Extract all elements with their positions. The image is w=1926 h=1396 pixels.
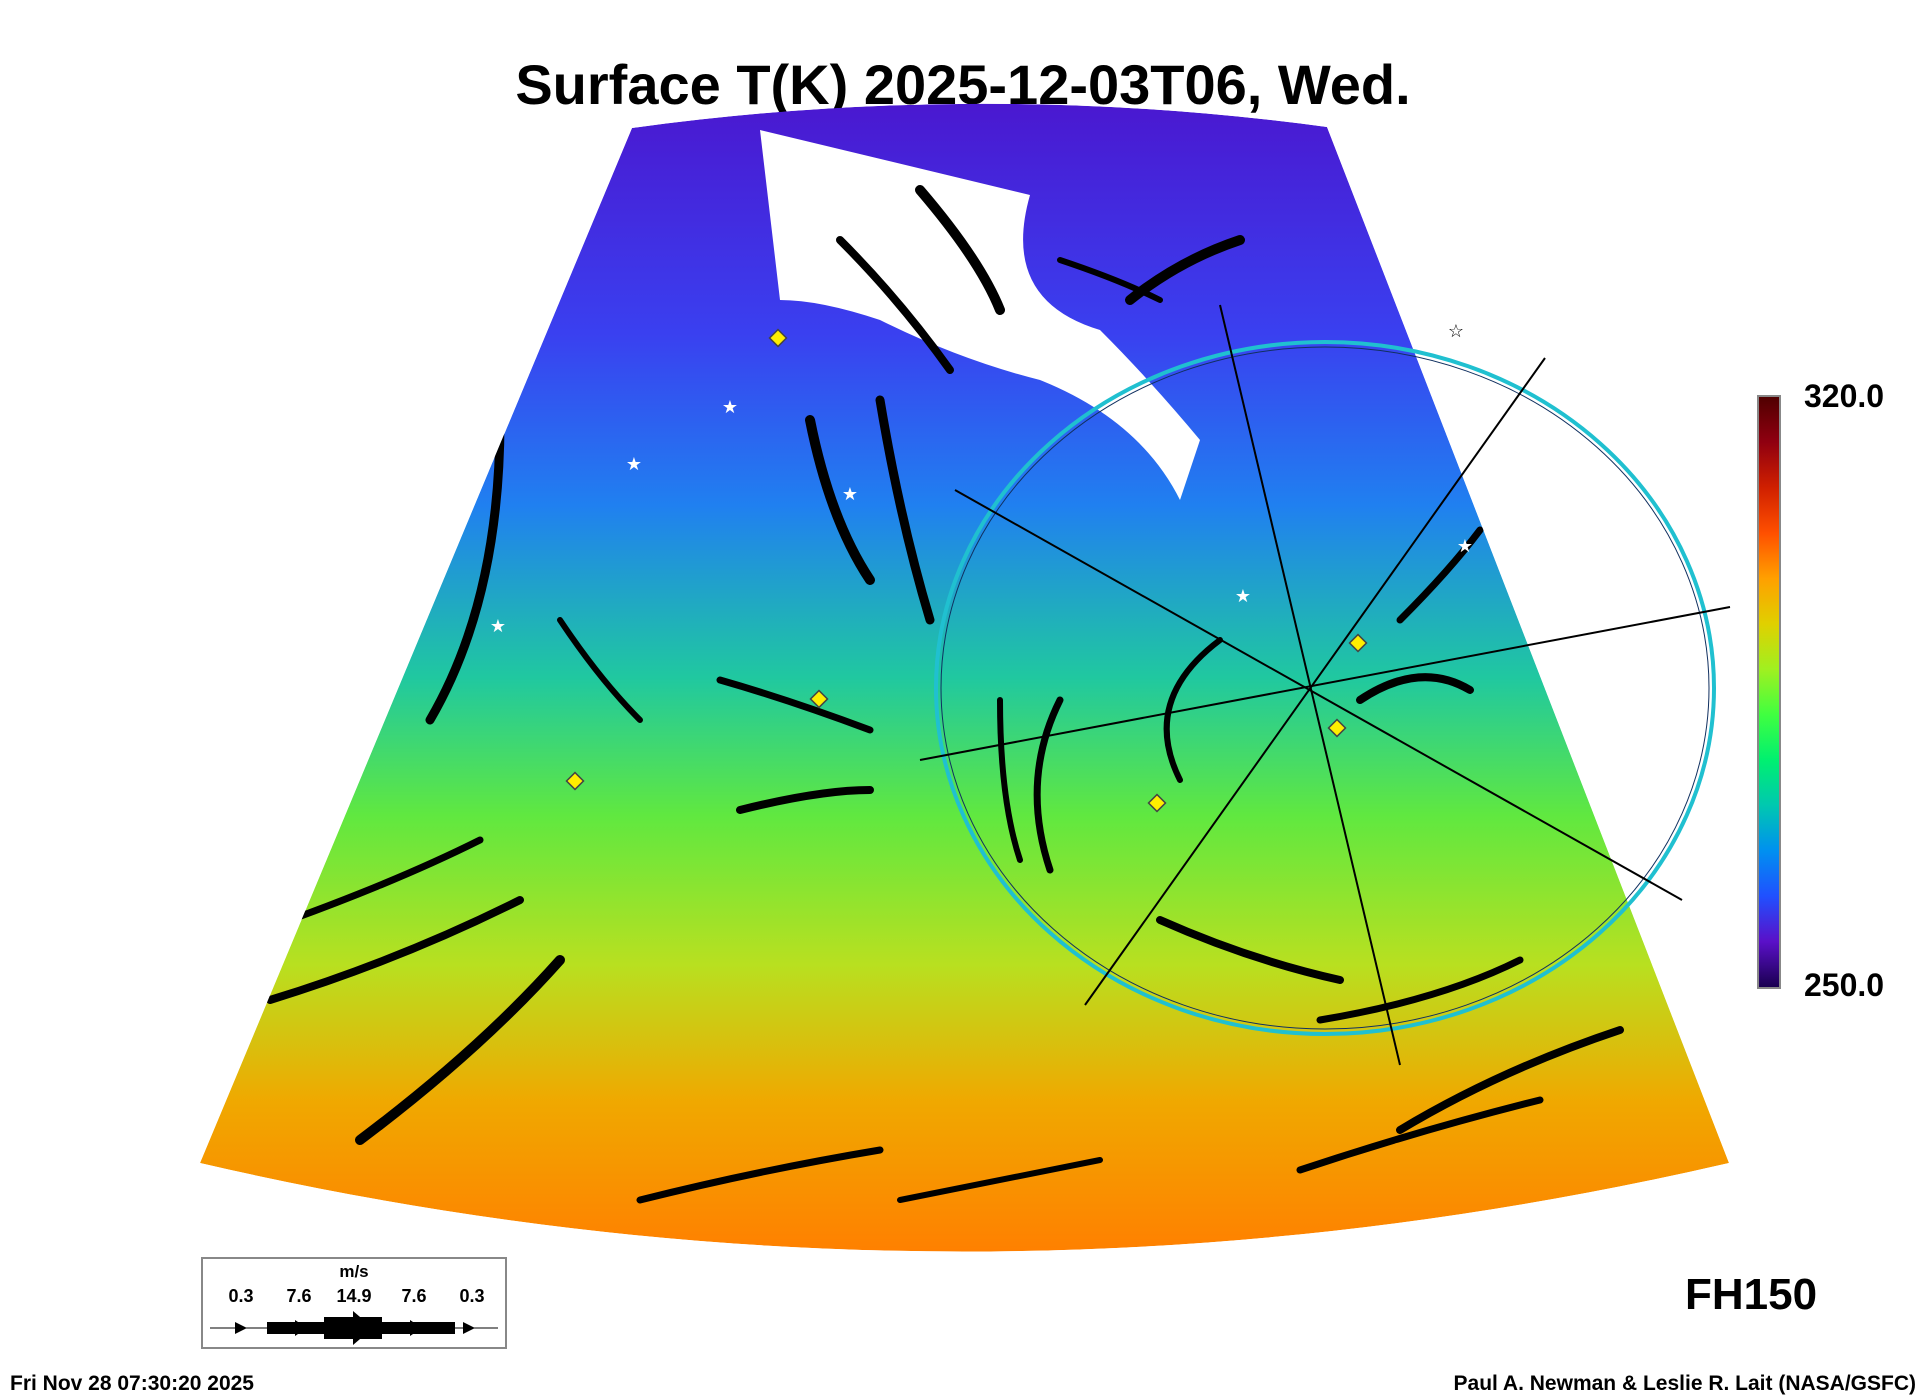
svg-text:★: ★ — [490, 616, 506, 636]
star-markers: ★ ★ ★ ★ ★ ★ ☆ ☆ — [490, 314, 1473, 636]
svg-text:★: ★ — [626, 454, 642, 474]
svg-text:☆: ☆ — [1448, 321, 1464, 341]
site-markers — [565, 328, 1368, 813]
wind-legend-value: 7.6 — [401, 1286, 427, 1306]
svg-text:★: ★ — [842, 484, 858, 504]
wind-legend-value: 0.3 — [459, 1286, 485, 1306]
radial-lines — [919, 304, 1731, 1066]
wind-speed-legend: m/s 0.3 7.6 14.9 7.6 0.3 — [201, 1257, 507, 1349]
wind-legend-value: 7.6 — [286, 1286, 312, 1306]
colorbar — [1757, 395, 1781, 989]
temperature-field — [200, 103, 1729, 1252]
colorbar-min-label: 250.0 — [1804, 967, 1885, 1003]
svg-text:☆: ☆ — [990, 314, 1006, 334]
svg-text:★: ★ — [722, 397, 738, 417]
wind-legend-value: 0.3 — [228, 1286, 254, 1306]
range-ring — [934, 340, 1716, 1036]
colorbar-max-label: 320.0 — [1804, 378, 1885, 414]
arctic-missing-region — [760, 130, 1200, 500]
wind-legend-units: m/s — [339, 1262, 369, 1281]
forecast-hour-label: FH150 — [1685, 1270, 1818, 1319]
svg-text:★: ★ — [1457, 536, 1473, 556]
wind-arrow-scale — [210, 1311, 498, 1345]
wind-legend-value: 14.9 — [336, 1286, 372, 1306]
footer-credit: Paul A. Newman & Leslie R. Lait (NASA/GS… — [1453, 1372, 1916, 1395]
svg-text:★: ★ — [1235, 586, 1251, 606]
wind-streamlines — [266, 185, 1624, 1204]
footer-timestamp: Fri Nov 28 07:30:20 2025 — [10, 1372, 254, 1395]
